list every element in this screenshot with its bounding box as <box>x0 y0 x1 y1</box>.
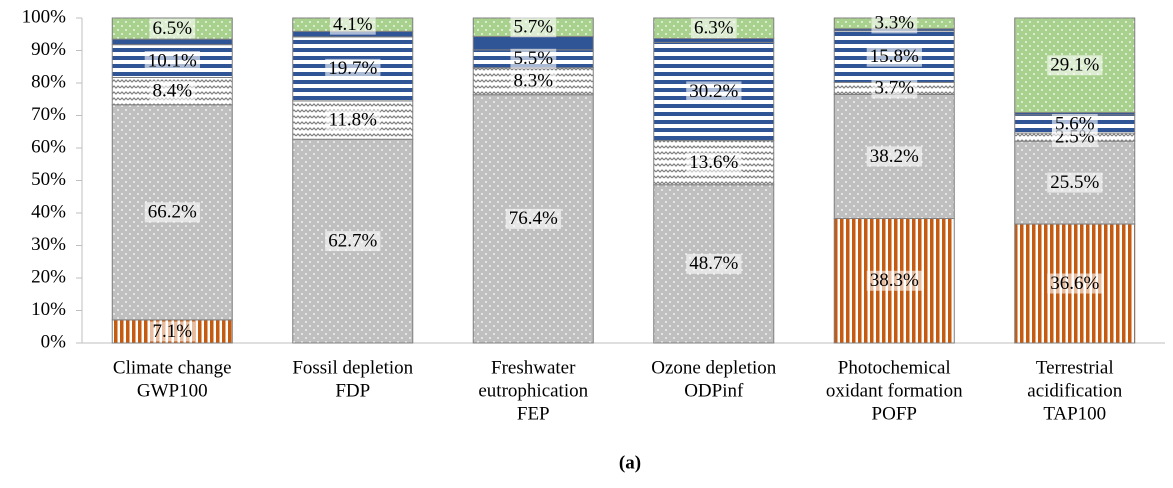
y-tick-label: 100% <box>22 6 67 27</box>
x-tick-label: Fossil depletion <box>292 357 413 378</box>
data-label: 5.5% <box>513 48 553 69</box>
y-tick-label: 30% <box>31 234 66 255</box>
data-label: 30.2% <box>689 81 738 102</box>
data-label: 36.6% <box>1050 273 1099 294</box>
data-label: 3.7% <box>874 78 914 99</box>
label-background <box>871 13 918 34</box>
label-background <box>871 78 918 99</box>
bar-segment <box>653 37 775 43</box>
data-label: 7.1% <box>152 321 192 342</box>
label-background <box>510 17 557 38</box>
label-background <box>686 81 742 102</box>
bar-segment <box>111 38 233 46</box>
data-label: 11.8% <box>329 109 378 130</box>
y-tick-label: 80% <box>31 71 66 92</box>
label-background <box>149 321 196 342</box>
label-background <box>1047 273 1103 294</box>
x-tick-label: TAP100 <box>1043 403 1106 424</box>
data-label: 48.7% <box>689 253 738 274</box>
x-tick-label: acidification <box>1027 380 1122 401</box>
y-tick-label: 90% <box>31 39 66 60</box>
data-label: 3.3% <box>874 13 914 34</box>
y-tick-label: 70% <box>31 104 66 125</box>
data-label: 8.3% <box>513 71 553 92</box>
x-tick-label: FDP <box>335 380 370 401</box>
x-tick-label: FEP <box>517 403 550 424</box>
y-tick-label: 0% <box>41 331 67 352</box>
x-tick-label: ODPinf <box>684 380 744 401</box>
label-background <box>329 14 376 35</box>
label-background <box>690 18 737 39</box>
data-label: 10.1% <box>148 50 197 71</box>
label-background <box>510 48 557 69</box>
x-tick-label: GWP100 <box>137 380 208 401</box>
data-label: 8.4% <box>152 80 192 101</box>
label-background <box>325 58 381 79</box>
data-label: 5.7% <box>513 17 553 38</box>
y-tick-label: 40% <box>31 201 66 222</box>
label-background <box>866 46 922 67</box>
data-label: 25.5% <box>1050 172 1099 193</box>
data-label: 38.3% <box>870 270 919 291</box>
data-label: 38.2% <box>870 146 919 167</box>
x-tick-label: Climate change <box>113 357 232 378</box>
caption: (a) <box>619 452 641 473</box>
data-label: 6.3% <box>694 18 734 39</box>
y-tick-label: 10% <box>31 299 66 320</box>
x-tick-label: Freshwater <box>491 357 576 378</box>
data-label: 76.4% <box>509 208 558 229</box>
label-background <box>866 146 922 167</box>
label-background <box>149 81 196 102</box>
label-background <box>505 208 561 229</box>
label-background <box>149 18 196 39</box>
data-label: 19.7% <box>328 58 377 79</box>
x-tick-label: oxidant formation <box>826 380 963 401</box>
y-tick-label: 20% <box>31 266 66 287</box>
x-tick-label: Terrestrial <box>1036 357 1114 378</box>
data-label: 62.7% <box>328 230 377 251</box>
label-background <box>1051 113 1098 134</box>
label-background <box>144 51 200 72</box>
label-background <box>325 110 381 131</box>
label-background <box>510 71 557 92</box>
data-label: 66.2% <box>148 202 197 223</box>
data-label: 29.1% <box>1050 55 1099 76</box>
x-tick-label: POFP <box>872 403 917 424</box>
label-background <box>1047 172 1103 193</box>
y-tick-label: 50% <box>31 169 66 190</box>
label-background <box>686 152 742 173</box>
label-background <box>1047 55 1103 76</box>
label-background <box>686 253 742 274</box>
label-background <box>144 202 200 223</box>
y-tick-label: 60% <box>31 136 66 157</box>
label-background <box>325 231 381 252</box>
data-label: 13.6% <box>689 152 738 173</box>
data-label: 15.8% <box>870 46 919 67</box>
x-tick-label: eutrophication <box>478 380 588 401</box>
label-background <box>866 270 922 291</box>
x-tick-label: Ozone depletion <box>651 357 777 378</box>
data-label: 6.5% <box>152 18 192 39</box>
data-label: 4.1% <box>333 14 373 35</box>
data-label: 5.6% <box>1055 113 1095 134</box>
x-tick-label: Photochemical <box>838 357 951 378</box>
